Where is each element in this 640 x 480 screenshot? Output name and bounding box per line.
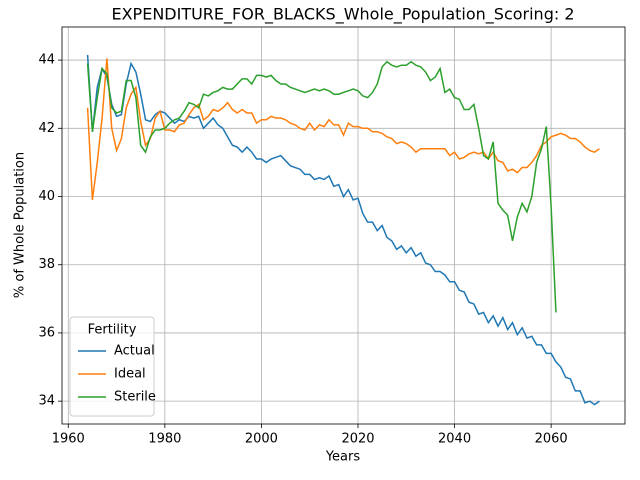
- y-tick-label: 44: [38, 53, 55, 68]
- chart-title: EXPENDITURE_FOR_BLACKS_Whole_Population_…: [111, 5, 574, 25]
- y-tick-label: 34: [38, 394, 55, 409]
- legend-label: Actual: [114, 344, 155, 359]
- y-axis-label: % of Whole Population: [13, 152, 28, 298]
- y-tick-label: 38: [38, 257, 55, 272]
- series-line: [86, 60, 557, 313]
- legend-label: Ideal: [114, 367, 146, 382]
- x-tick-label: 1960: [52, 432, 85, 447]
- x-tick-label: 2000: [245, 432, 278, 447]
- x-tick-label: 2020: [341, 432, 374, 447]
- series-line: [86, 58, 600, 201]
- x-axis-label: Years: [325, 450, 361, 465]
- legend-box: [69, 316, 155, 417]
- x-tick-label: 1980: [148, 432, 181, 447]
- legend-title: Fertility: [88, 323, 137, 338]
- legend-label: Sterile: [114, 390, 156, 405]
- y-tick-label: 36: [38, 325, 55, 340]
- y-tick-label: 40: [38, 189, 55, 204]
- plot-frame: [61, 26, 626, 425]
- x-tick-label: 2060: [535, 432, 568, 447]
- y-tick-label: 42: [38, 121, 55, 136]
- x-tick-label: 2040: [438, 432, 471, 447]
